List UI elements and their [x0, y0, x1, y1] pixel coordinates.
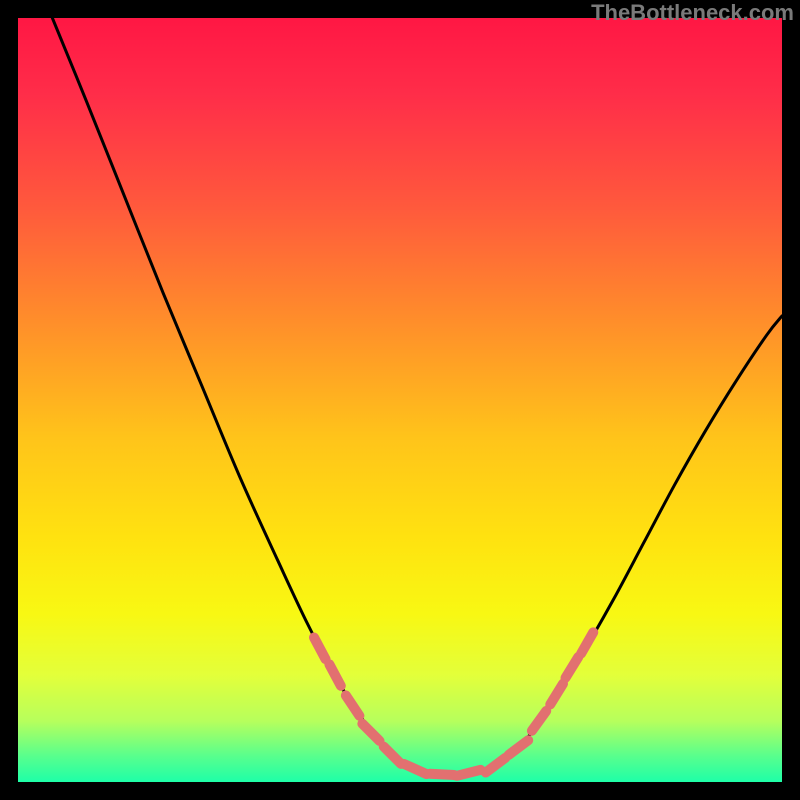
watermark-text: TheBottleneck.com — [591, 0, 794, 26]
gradient-background — [18, 18, 782, 782]
chart-root: TheBottleneck.com — [0, 0, 800, 800]
curve-marker — [430, 774, 454, 775]
curve-marker — [457, 770, 481, 776]
plot-area — [18, 18, 782, 782]
chart-svg — [18, 18, 782, 782]
